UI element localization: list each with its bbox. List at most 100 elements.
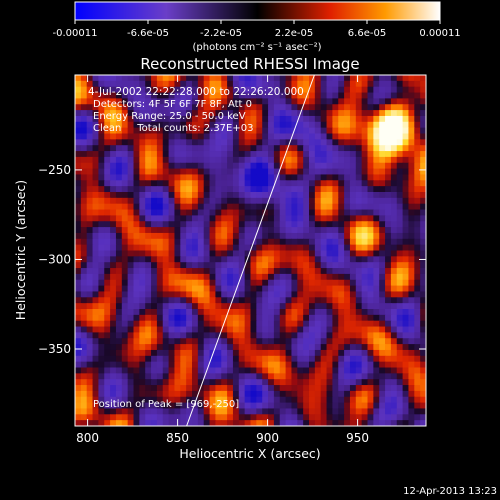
heatmap-cell [127, 314, 135, 322]
heatmap-cell [320, 221, 328, 228]
heatmap-cell [215, 180, 222, 187]
heatmap-cell [332, 115, 339, 123]
heatmap-cell [373, 332, 380, 339]
heatmap-cell [80, 303, 88, 310]
heatmap-cell [180, 209, 187, 216]
heatmap-cell [379, 192, 386, 199]
heatmap-cell [256, 414, 263, 421]
heatmap-cell [314, 104, 322, 111]
heatmap-cell [303, 303, 310, 310]
heatmap-cell [338, 238, 345, 246]
heatmap-cell [98, 127, 105, 135]
heatmap-cell [180, 285, 187, 293]
heatmap-cell [145, 320, 152, 328]
heatmap-cell [98, 338, 105, 345]
heatmap-cell [174, 203, 181, 211]
heatmap-cell [420, 197, 426, 205]
heatmap-cell [268, 203, 275, 211]
heatmap-cell [238, 256, 246, 263]
heatmap-cell [338, 145, 345, 152]
heatmap-cell [186, 151, 193, 158]
heatmap-cell [86, 385, 94, 392]
heatmap-cell [390, 174, 398, 181]
heatmap-cell [414, 192, 421, 199]
heatmap-cell [309, 379, 316, 386]
heatmap-cell [262, 314, 269, 322]
heatmap-cell [139, 256, 146, 263]
heatmap-cell [227, 390, 234, 398]
heatmap-cell [238, 104, 246, 111]
heatmap-cell [92, 127, 99, 135]
heatmap-cell [197, 121, 205, 129]
heatmap-cell [326, 256, 333, 263]
heatmap-cell [373, 320, 380, 328]
heatmap-cell [127, 414, 135, 421]
heatmap-cell [379, 244, 386, 252]
heatmap-cell [139, 86, 146, 94]
heatmap-cell [250, 250, 257, 257]
heatmap-cell [244, 256, 252, 263]
heatmap-cell [303, 238, 310, 246]
heatmap-cell [168, 349, 176, 357]
heatmap-cell [349, 303, 357, 310]
heatmap-cell [338, 291, 345, 298]
heatmap-cell [396, 75, 404, 82]
heatmap-cell [367, 162, 374, 170]
heatmap-cell [367, 297, 374, 304]
heatmap-cell [420, 250, 426, 257]
heatmap-cell [303, 420, 310, 426]
heatmap-cell [86, 209, 94, 216]
heatmap-cell [309, 402, 316, 410]
heatmap-cell [151, 168, 158, 176]
heatmap-cell [197, 180, 205, 187]
heatmap-cell [367, 80, 374, 88]
heatmap-cell [361, 326, 369, 333]
heatmap-cell [408, 420, 415, 426]
heatmap-cell [98, 238, 105, 246]
heatmap-cell [80, 385, 88, 392]
heatmap-cell [139, 151, 146, 158]
heatmap-cell [385, 314, 392, 322]
heatmap-cell [80, 297, 88, 304]
heatmap-cell [244, 75, 252, 82]
heatmap-cell [297, 192, 304, 199]
heatmap-cell [186, 344, 193, 351]
heatmap-cell [186, 115, 193, 123]
heatmap-cell [373, 285, 380, 293]
heatmap-cell [379, 115, 386, 123]
heatmap-cell [355, 402, 363, 410]
colorbar-tick-label: -0.00011 [53, 28, 98, 39]
heatmap-cell [373, 273, 380, 281]
heatmap-cell [197, 75, 205, 82]
heatmap-cell [110, 115, 117, 123]
heatmap-cell [256, 344, 263, 351]
heatmap-cell [326, 279, 333, 287]
heatmap-cell [221, 209, 228, 216]
heatmap-cell [104, 379, 111, 386]
heatmap-cell [338, 314, 345, 322]
heatmap-cell [162, 279, 170, 287]
heatmap-cell [86, 297, 94, 304]
heatmap-cell [127, 297, 135, 304]
heatmap-cell [309, 151, 316, 158]
heatmap-cell [373, 303, 380, 310]
heatmap-cell [98, 145, 105, 152]
heatmap-cell [262, 367, 269, 374]
heatmap-cell [390, 285, 398, 293]
heatmap-cell [92, 250, 99, 257]
heatmap-cell [256, 326, 263, 333]
heatmap-cell [338, 180, 345, 187]
heatmap-cell [133, 98, 140, 105]
heatmap-cell [303, 110, 310, 117]
heatmap-cell [414, 344, 421, 351]
heatmap-cell [373, 238, 380, 246]
heatmap-cell [215, 279, 222, 287]
heatmap-cell [420, 227, 426, 234]
heatmap-cell [396, 110, 404, 117]
heatmap-cell [420, 115, 426, 123]
heatmap-cell [344, 396, 351, 404]
heatmap-cell [192, 156, 199, 164]
heatmap-cell [396, 86, 404, 94]
heatmap-cell [115, 127, 123, 135]
heatmap-cell [168, 244, 176, 252]
